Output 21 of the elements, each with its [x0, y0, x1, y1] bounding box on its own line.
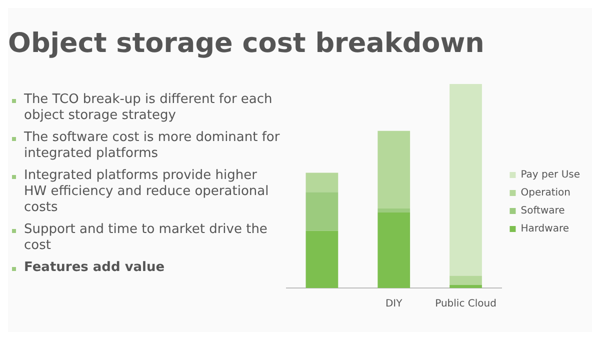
text: Support and time to market drive the cost [24, 222, 268, 254]
bar [306, 230, 338, 288]
x-tick-label: Public Cloud [435, 298, 496, 310]
legend-label: Pay per Use [520, 170, 580, 181]
bar [378, 208, 410, 213]
text: Integrated platforms provide higher HW efficiency and reduce operational costs [24, 168, 270, 216]
bar [450, 276, 482, 285]
bar [306, 192, 338, 231]
bar [450, 84, 482, 276]
bar [378, 212, 410, 288]
legend-label: Software [520, 206, 565, 217]
legend-label: Hardware [520, 224, 570, 235]
x-tick-label: DIY [385, 298, 404, 310]
text: The software cost is more dominant for integrated platforms [24, 130, 281, 162]
bar [306, 172, 338, 192]
text: Features add value [24, 260, 166, 276]
text: The TCO break-up is different for each object storage strategy [24, 92, 274, 124]
bar [378, 130, 410, 208]
legend-label: Operation [520, 188, 570, 199]
bar [450, 284, 482, 288]
chart-title: Object storage cost breakdown [8, 28, 484, 59]
